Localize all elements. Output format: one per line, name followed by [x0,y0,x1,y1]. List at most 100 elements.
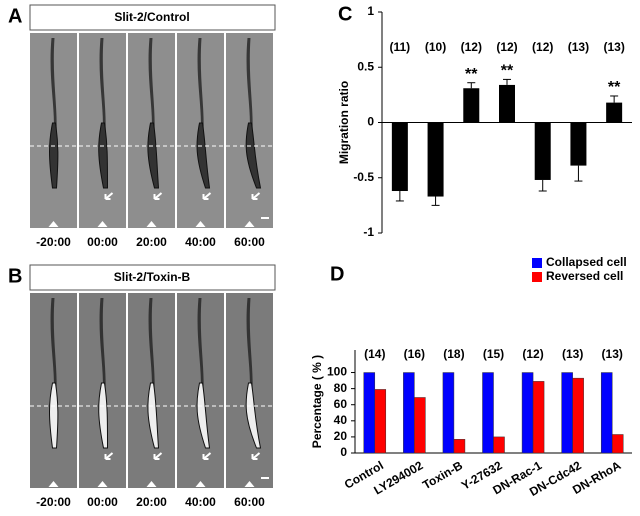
cell-body [196,122,211,189]
arrow [202,192,212,200]
panel-letter: B [8,265,22,287]
panel-title: Slit-2/Control [114,10,189,24]
arrowhead [48,481,59,487]
cell [99,38,106,143]
count-label: (10) [425,40,446,54]
cell [148,38,155,143]
y-tick-label: -1 [363,225,374,239]
y-tick-label: 40 [334,413,348,427]
y-tick-label: 20 [334,429,348,443]
significance: ** [465,66,478,83]
cell-body [245,122,262,189]
bar [391,122,408,192]
cell [246,38,253,143]
legend-label: Collapsed cell [546,255,627,269]
bar [606,102,623,123]
cell-body [49,122,59,189]
arrowhead [146,221,157,227]
cell-body [98,122,109,189]
title-box [29,264,276,291]
bar [600,372,613,454]
count-label: (12) [532,40,553,54]
x-tick-label: Toxin-B [420,458,465,492]
y-tick-label: 1 [367,4,374,18]
count-label: (12) [522,347,543,361]
count-label: (13) [568,40,589,54]
count-label: (13) [562,347,583,361]
arrow [153,452,163,460]
arrowhead [195,221,206,227]
bar [427,122,444,197]
bar [493,436,505,454]
y-tick-label: -0.5 [353,170,374,184]
arrowhead [48,221,59,227]
count-label: (15) [483,347,504,361]
time-label: 40:00 [185,495,216,509]
y-tick-label: 0.5 [357,59,374,73]
panel-letter: C [338,3,352,25]
bar [570,122,587,166]
panel-letter: D [330,263,344,285]
bar [463,88,480,123]
bar [572,377,584,454]
time-label: 40:00 [185,235,216,249]
significance: ** [608,79,621,96]
arrowhead [97,221,108,227]
time-label: -20:00 [36,495,71,509]
cell-body [49,382,59,449]
panel-title: Slit-2/Toxin-B [114,270,191,284]
time-label: -20:00 [36,235,71,249]
cell-body [245,382,262,449]
legend-label: Reversed cell [546,269,623,283]
arrow [202,452,212,460]
legend-swatch [532,272,542,282]
count-label: (12) [461,40,482,54]
arrowhead [97,481,108,487]
time-label: 00:00 [87,235,118,249]
y-tick-label: 100 [327,365,347,379]
cell [50,38,57,143]
bar [521,372,534,454]
count-label: (13) [603,40,624,54]
arrow [251,192,261,200]
y-axis-label: Migration ratio [337,81,351,164]
title-box [29,4,276,31]
cell [99,298,106,403]
cell-body [98,382,109,449]
bar [534,122,551,180]
cell [197,38,204,143]
cell [246,298,253,403]
bar [363,372,376,454]
legend-swatch [532,258,542,268]
time-label: 20:00 [136,235,167,249]
time-label: 60:00 [234,235,265,249]
bar [611,434,624,454]
bar [561,372,573,454]
count-label: (13) [602,347,623,361]
y-tick-label: 80 [334,381,348,395]
bar [403,372,415,454]
bar [532,381,545,454]
cell [197,298,204,403]
cell [148,298,155,403]
bar [442,372,455,454]
arrow [104,452,114,460]
cell-body [147,122,160,189]
bar [374,389,387,454]
count-label: (18) [443,347,464,361]
significance: ** [501,63,514,80]
y-tick-label: 60 [334,397,348,411]
count-label: (12) [496,40,517,54]
time-label: 60:00 [234,495,265,509]
count-label: (16) [404,347,425,361]
bar [482,372,494,454]
count-label: (14) [364,347,385,361]
cell-body [147,382,160,449]
arrowhead [146,481,157,487]
bar [453,439,466,454]
count-label: (11) [390,40,411,54]
y-tick-label: 0 [340,445,347,459]
y-tick-label: 0 [367,115,374,129]
arrowhead [195,481,206,487]
